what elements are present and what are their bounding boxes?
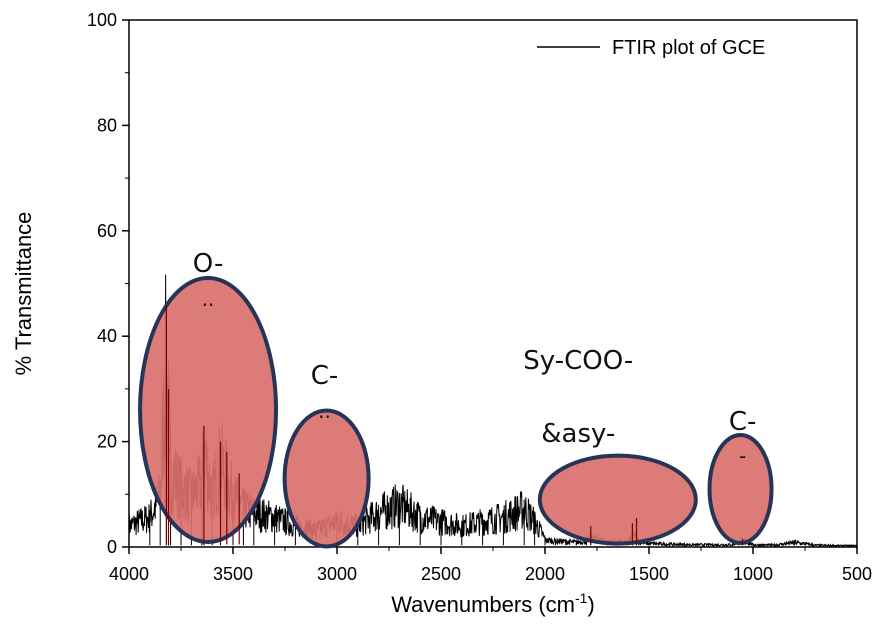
x-tick-label: 1500 [629,564,669,584]
x-tick-label: 2500 [421,564,461,584]
annotation-label: O- [193,249,224,279]
y-tick-label: 80 [97,115,117,135]
annotation-label: C- [311,361,339,391]
annotation-label: C- [729,407,757,437]
x-tick-label: 3000 [317,564,357,584]
y-tick-label: 60 [97,221,117,241]
x-axis-title: Wavenumbers (cm-1) [391,590,595,617]
x-tick-label: 3500 [213,564,253,584]
y-tick-label: 20 [97,432,117,452]
highlight-ellipse [282,408,371,549]
annotation-sublabel: .. [318,399,331,423]
annotation-sublabel: &asy- [541,419,615,449]
x-tick-label: 4000 [109,564,149,584]
annotation-sublabel: - [739,444,746,468]
annotation-label: Sy-COO- [523,346,633,376]
x-tick-label: 500 [842,564,872,584]
highlight-ellipse [537,453,698,546]
legend-label: FTIR plot of GCE [612,37,765,59]
series-peaks [165,304,744,545]
y-tick-label: 0 [107,537,117,557]
highlight-ellipse [138,275,279,544]
annotation-sublabel: .. [202,287,215,311]
x-tick-label: 2000 [525,564,565,584]
x-tick-label: 1000 [733,564,773,584]
y-axis-title: % Transmittance [11,212,36,376]
y-tick-label: 100 [87,10,117,30]
highlight-ellipse [707,433,774,546]
legend: FTIR plot of GCE [537,37,765,59]
y-tick-label: 40 [97,326,117,346]
